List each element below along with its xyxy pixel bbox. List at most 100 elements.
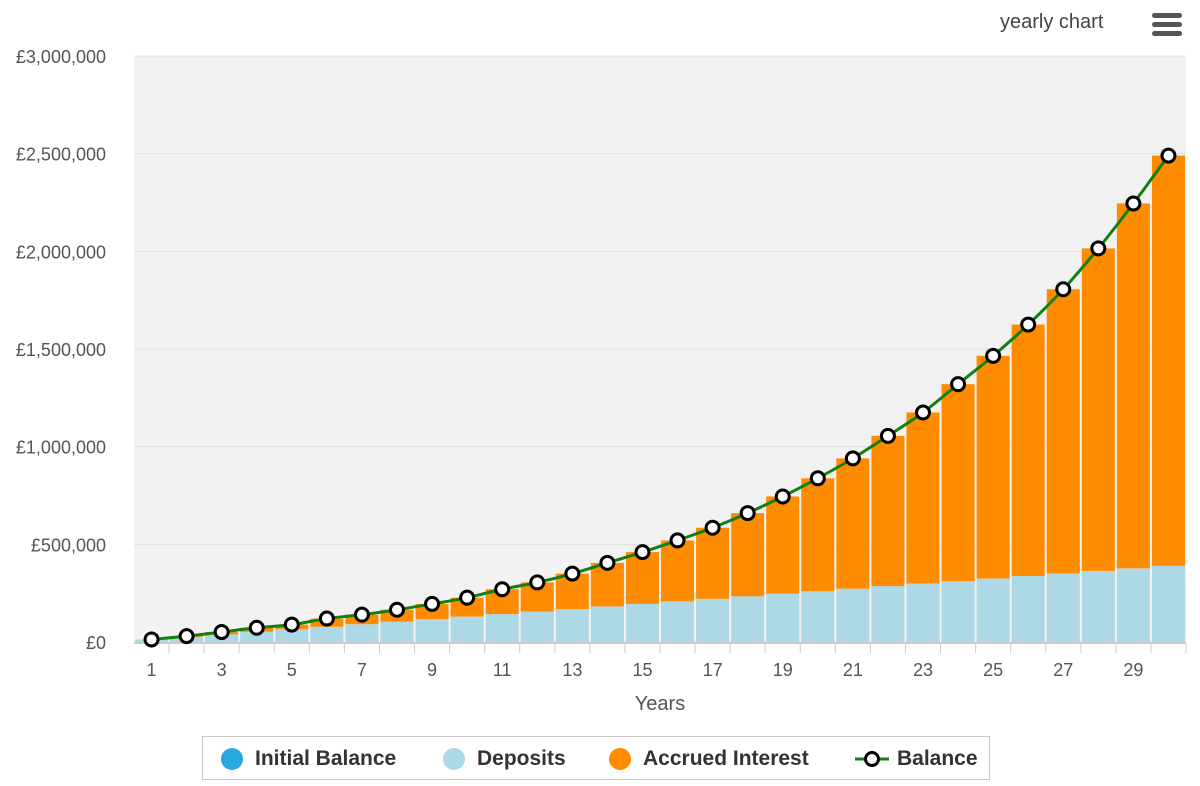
deposit-bar <box>240 631 274 642</box>
deposit-bar <box>661 601 695 642</box>
balance-point <box>283 616 300 633</box>
balance-point <box>353 606 370 623</box>
balance-point <box>494 581 511 598</box>
interest-bar <box>801 478 835 592</box>
balance-point <box>950 376 967 393</box>
interest-bar <box>1046 289 1080 574</box>
legend-marker-accrued-interest <box>609 748 631 770</box>
interest-bar <box>976 355 1010 579</box>
deposit-bar <box>345 624 379 642</box>
balance-point <box>669 532 686 549</box>
deposit-bar <box>275 629 309 642</box>
x-tick-label: 9 <box>427 660 437 680</box>
legend-marker-deposits <box>443 748 465 770</box>
y-tick-label: £2,000,000 <box>16 242 106 262</box>
interest-bar <box>731 513 765 597</box>
deposit-bar <box>485 614 519 642</box>
interest-bar <box>696 527 730 599</box>
x-tick-label: 19 <box>773 660 793 680</box>
x-tick-label: 11 <box>493 660 512 680</box>
x-tick-label: 27 <box>1053 660 1073 680</box>
interest-bar <box>1011 324 1045 576</box>
deposit-bar <box>696 598 730 642</box>
balance-point <box>739 505 756 522</box>
deposit-bar <box>731 596 765 642</box>
balance-point <box>424 595 441 612</box>
chart-view-label: yearly chart <box>1000 11 1104 33</box>
y-tick-label: £1,500,000 <box>16 340 106 360</box>
x-tick-label: 5 <box>287 660 297 680</box>
balance-point <box>389 601 405 618</box>
balance-point <box>529 574 546 591</box>
balance-point <box>809 470 826 487</box>
interest-bar <box>1116 203 1150 569</box>
legend-marker-initial-balance <box>221 748 243 770</box>
legend-label-initial-balance: Initial Balance <box>255 747 397 770</box>
deposit-bar <box>766 593 800 642</box>
chart-plot: £0 £500,000 £1,000,000 £1,500,000 £2,000,000… <box>16 47 1187 715</box>
interest-bar <box>836 458 870 589</box>
deposit-bar <box>590 606 624 642</box>
x-tick-label: 15 <box>632 660 652 680</box>
balance-point <box>879 427 896 444</box>
interest-bar <box>941 384 975 582</box>
interest-bar <box>1081 248 1115 571</box>
deposit-bar <box>450 616 484 642</box>
balance-point <box>1160 147 1177 164</box>
deposit-bar <box>836 588 870 642</box>
legend-item-accrued-interest[interactable]: Accrued Interest <box>609 737 809 781</box>
legend-label-deposits: Deposits <box>477 747 566 770</box>
legend-item-deposits[interactable]: Deposits <box>443 737 566 781</box>
balance-point <box>985 347 1002 364</box>
deposit-bar <box>871 586 905 642</box>
balance-point <box>704 519 721 536</box>
x-tick-label: 3 <box>217 660 227 680</box>
hamburger-menu-icon[interactable] <box>1148 10 1184 40</box>
deposit-bar <box>1116 568 1150 642</box>
legend-label-accrued-interest: Accrued Interest <box>643 747 809 770</box>
menu-bar-top <box>1152 13 1182 18</box>
balance-point <box>1055 281 1072 298</box>
deposit-bar <box>1081 570 1115 642</box>
x-tick-label: 23 <box>913 660 933 680</box>
balance-point <box>143 631 160 648</box>
interest-bar <box>906 412 940 584</box>
balance-point <box>318 610 335 627</box>
interest-bar <box>625 552 659 604</box>
balance-point <box>844 450 861 467</box>
y-tick-label: £3,000,000 <box>16 47 106 67</box>
deposit-bar <box>906 583 940 642</box>
balance-point <box>915 404 931 421</box>
legend-item-balance[interactable]: Balance <box>855 737 978 781</box>
interest-bar <box>766 496 800 594</box>
balance-point <box>248 619 265 636</box>
legend-label-balance: Balance <box>897 747 978 770</box>
balance-point <box>1020 316 1037 333</box>
balance-point <box>599 554 616 571</box>
deposit-bar <box>976 578 1010 642</box>
balance-point <box>564 565 581 582</box>
deposit-bar <box>1151 565 1185 642</box>
x-tick-label: 21 <box>843 660 863 680</box>
balance-point <box>459 589 476 606</box>
legend-balance-point <box>864 751 880 767</box>
chart-legend: Initial Balance Deposits Accrued Interes… <box>202 736 990 780</box>
balance-point <box>634 544 651 561</box>
deposit-bar <box>625 603 659 642</box>
interest-bar <box>1151 155 1185 566</box>
interest-bar <box>871 435 905 587</box>
deposit-bar <box>520 611 554 642</box>
legend-item-initial-balance[interactable]: Initial Balance <box>221 737 396 781</box>
balance-point <box>774 488 791 505</box>
deposit-bar <box>380 621 414 642</box>
deposit-bar <box>555 608 589 642</box>
balance-point <box>213 624 230 641</box>
x-axis-title: Years <box>635 693 685 715</box>
balance-point <box>178 628 195 645</box>
menu-bar-bottom <box>1152 31 1182 36</box>
deposit-bar <box>310 626 344 642</box>
y-tick-label: £0 <box>86 633 106 653</box>
deposit-bar <box>801 591 835 642</box>
balance-point <box>1125 195 1142 212</box>
